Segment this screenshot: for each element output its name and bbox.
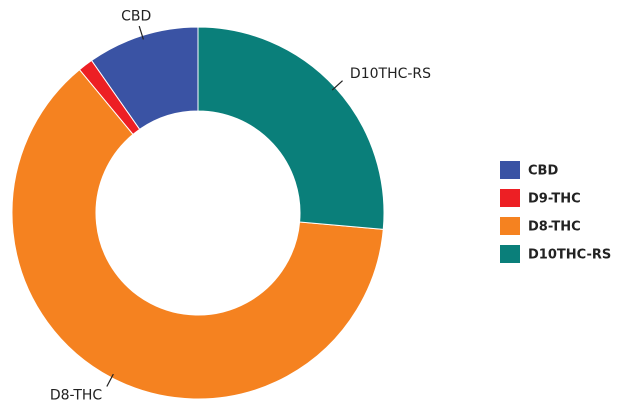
legend-swatch [500, 217, 520, 235]
slice-label: D10THC-RS [350, 66, 431, 82]
slice-label: D8-THC [50, 387, 103, 403]
legend-label: CBD [528, 164, 558, 179]
slice-label: CBD [121, 8, 151, 24]
legend-swatch [500, 189, 520, 207]
slice [11, 68, 384, 400]
leader-line [106, 373, 114, 387]
slice [197, 26, 385, 230]
legend-label: D8-THC [528, 220, 581, 235]
legend-swatch [500, 161, 520, 179]
leader-line [138, 25, 144, 40]
leader-line [331, 80, 343, 91]
legend-label: D9-THC [528, 192, 581, 207]
legend-label: D10THC-RS [528, 248, 611, 263]
legend-swatch [500, 245, 520, 263]
